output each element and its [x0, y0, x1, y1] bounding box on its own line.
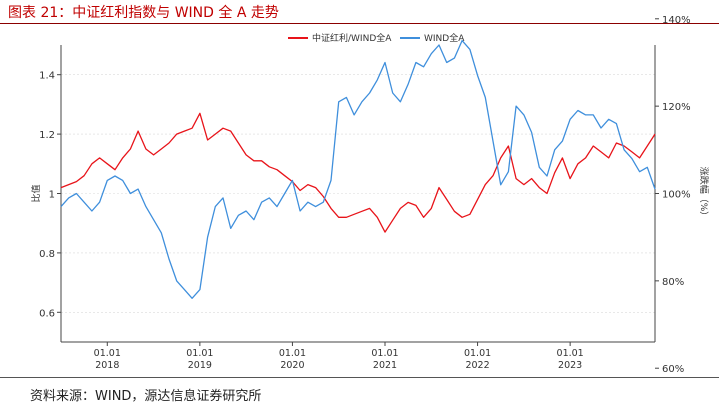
figure-title: 图表 21：中证红利指数与 WIND 全 A 走势 [8, 5, 279, 21]
right-tick-label: 140% [662, 15, 691, 26]
x-tick-label: 01.01 [371, 348, 398, 359]
x-tick-year-label: 2019 [188, 360, 212, 371]
left-axis-label: 比值 [30, 184, 42, 202]
source-note: 资料来源：WIND，源达信息证券研究所 [30, 389, 262, 404]
left-tick-label: 1 [49, 190, 55, 201]
source-rule [0, 377, 719, 378]
x-tick-label: 01.01 [464, 348, 491, 359]
right-tick-label: 120% [662, 102, 691, 113]
x-tick-year-label: 2021 [373, 360, 397, 371]
right-tick-label: 100% [662, 190, 691, 201]
title-rule [0, 23, 719, 24]
legend-label-dividend-ratio: 中证红利/WIND全A [312, 32, 392, 44]
x-tick-label: 01.01 [557, 348, 584, 359]
legend-label-wind-all-a: WIND全A [424, 32, 465, 44]
left-tick-label: 0.6 [39, 308, 55, 319]
right-axis-label: 涨跌幅（%） [698, 167, 710, 221]
x-tick-year-label: 2018 [95, 360, 119, 371]
x-tick-year-label: 2020 [280, 360, 304, 371]
series-line-dividend-ratio [60, 112, 656, 233]
x-tick-label: 01.01 [186, 348, 213, 359]
chart-svg: 0.6 0.8 1 1.2 1.4 60% 80% 100% 120% 140% 比值 涨跌幅（%） 0… [30, 15, 710, 375]
x-tick-year-label: 2022 [465, 360, 489, 371]
left-tick-label: 1.4 [39, 71, 55, 82]
x-tick-label: 01.01 [94, 348, 121, 359]
right-tick-label: 60% [662, 364, 684, 375]
x-tick-label: 01.01 [279, 348, 306, 359]
right-tick-label: 80% [662, 277, 684, 288]
x-tick-year-label: 2023 [558, 360, 582, 371]
left-tick-label: 1.2 [39, 130, 55, 141]
series-line-wind-all-a [60, 39, 656, 299]
left-tick-label: 0.8 [39, 249, 55, 260]
